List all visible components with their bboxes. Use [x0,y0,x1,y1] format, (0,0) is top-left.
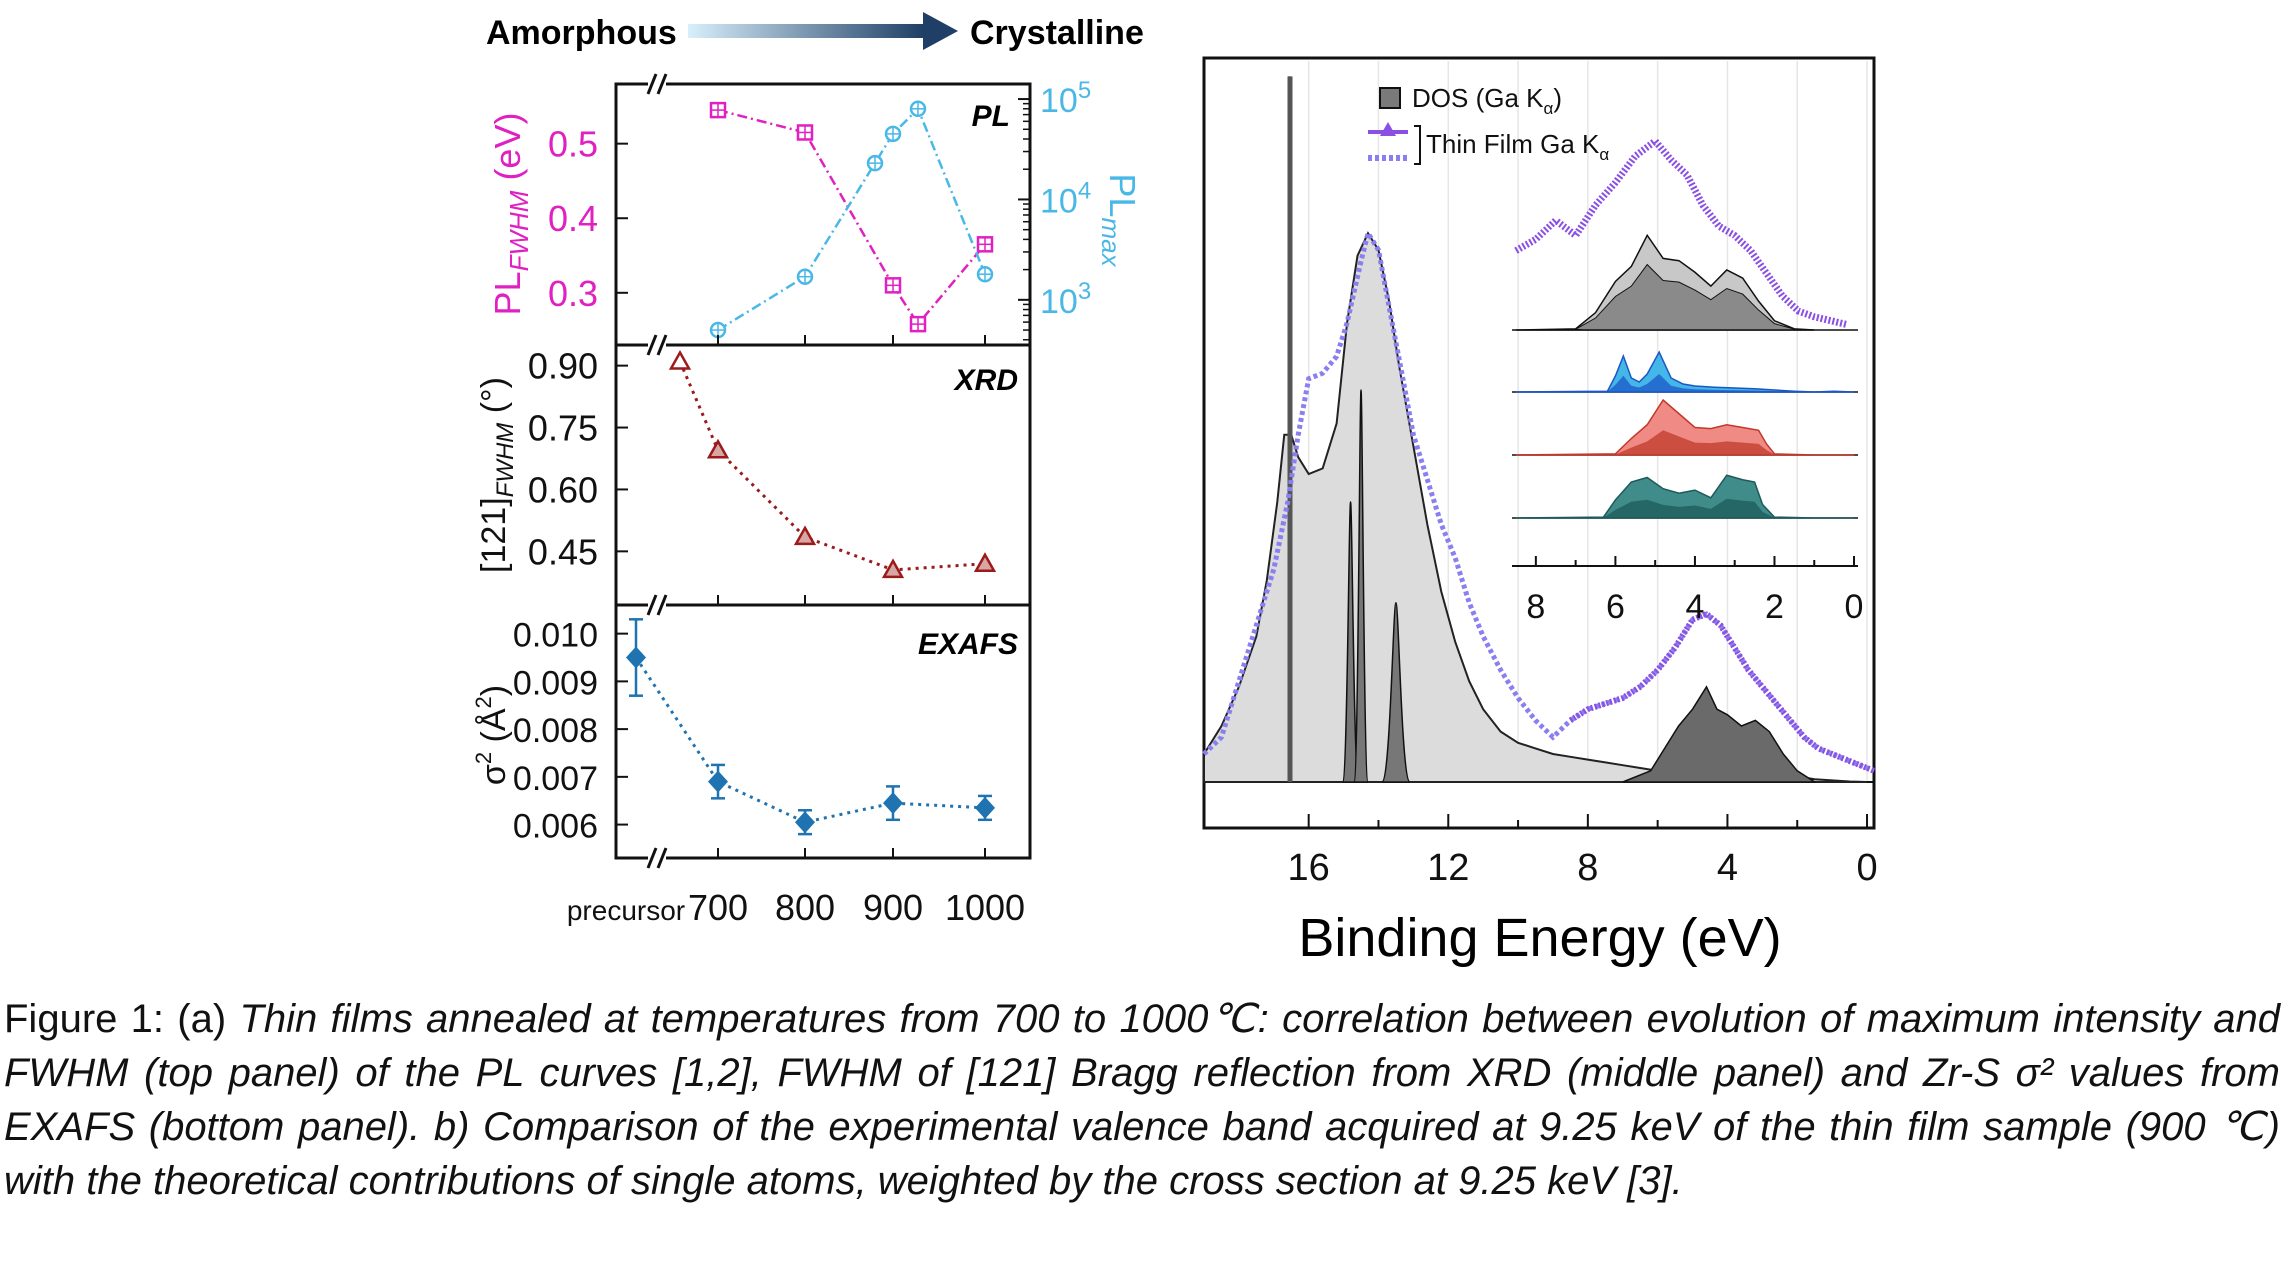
inset-x-tick-label: 6 [1606,588,1625,626]
inset-blue-area [1515,350,1855,393]
inset-teal-area [1515,474,1855,519]
xrd-tick-label: 0.90 [528,346,598,387]
x-tick-label-800: 800 [775,887,835,928]
pl-left-tick-label: 0.3 [548,273,598,314]
figure-caption: Figure 1: (a) Thin films annealed at tem… [4,992,2280,1208]
dos-core-peak [1381,602,1411,783]
dos-core-peak [1341,501,1360,783]
amorphous-label: Amorphous [486,14,677,52]
xrd-point [881,558,905,579]
xrd-tick-label: 0.75 [528,408,598,449]
x-tick-label-700: 700 [688,887,748,928]
exafs-point [975,796,995,819]
exafs-chart: 0.010 0.009 0.008 0.007 0.006 [513,617,995,846]
inset-teal-inner-area [1515,498,1855,518]
inset-dos-inner-area [1574,263,1795,331]
xrd-tick-label: 0.45 [528,531,598,572]
exafs-point [883,792,903,815]
inset-x-tick-label: 8 [1526,588,1545,626]
axis-break-marks [646,73,668,869]
thin-film-dotted-curve [1202,226,1875,774]
pl-series-line-1 [717,106,987,332]
legend-dos-label: DOS (Ga Kα) [1412,83,1562,118]
legend-film-label: Thin Film Ga Kα [1426,129,1609,164]
x-tick-label-1000: 1000 [945,887,1025,928]
pl-panel-label: PL [972,100,1010,133]
exafs-panel-label: EXAFS [918,628,1018,661]
dos-sharp-line-fill [1287,76,1293,782]
dos-core-peak [1353,389,1369,783]
binding-energy-axis-title: Binding Energy (eV) [1298,908,1781,968]
valence-x-tick-label: 4 [1717,847,1738,889]
dos-valence-area [1622,685,1818,783]
left-x-axis: precursor 700 800 900 1000 [567,335,1025,928]
inset-x-tick-label: 2 [1765,588,1784,626]
xrd-point [793,525,817,546]
valence-band-chart: 16 12 8 4 0 8 6 4 2 0 [1202,61,1878,889]
exafs-point [708,770,728,793]
inset-x-tick-label: 0 [1845,588,1864,626]
svg-text:σ2 (Å2): σ2 (Å2) [471,685,513,785]
exafs-tick-label: 0.006 [513,808,598,846]
xrd-axis-title: [121]FWHM (°) [475,377,519,573]
pl-left-tick-label: 0.4 [548,198,598,239]
valence-x-tick-label: 8 [1577,847,1598,889]
inset-red-area [1515,398,1855,456]
valence-x-tick-label: 16 [1288,847,1330,889]
thin-film-marker-curve [1568,610,1876,774]
exafs-series-line [634,656,986,824]
exafs-tick-label: 0.009 [513,664,598,702]
amorphous-crystalline-arrow-shaft [688,24,923,38]
panel-a [614,82,1032,860]
svg-text:PLFWHM (eV): PLFWHM (eV) [487,113,534,316]
caption-lead: Figure 1: (a) [4,997,240,1041]
exafs-axis-title: σ2 (Å2) [471,685,513,785]
inset-x-tick-label: 4 [1685,588,1704,626]
x-tick-label-900: 900 [863,887,923,928]
legend-film-marker [1380,122,1396,136]
xrd-point [973,552,997,572]
amorphous-crystalline-arrowhead [923,12,958,50]
xrd-series-line [678,360,986,572]
valence-band-frame [1202,56,1876,830]
xrd-point [706,438,730,459]
xrd-tick-label: 0.60 [528,469,598,510]
inset-red-inner-area [1515,430,1855,455]
x-tick-label-precursor: precursor [567,895,685,926]
pl-right-tick-label: 104 [1040,177,1091,220]
exafs-point [626,646,646,669]
xrd-chart: 0.90 0.75 0.60 0.45 [528,346,997,579]
xrd-panel-label: XRD [953,364,1018,397]
pl-fwhm-axis-title: PLFWHM (eV) [487,113,534,316]
crystalline-label: Crystalline [970,14,1144,52]
exafs-tick-label: 0.010 [513,617,598,655]
svg-text:PLmax: PLmax [1096,173,1143,267]
xrd-point [668,349,692,370]
valence-x-tick-label: 12 [1427,847,1469,889]
pl-series-line-0 [717,108,986,327]
exafs-panel-frame [614,603,1032,860]
figure: Amorphous Crystalline PL XRD EXAFS PLFWH… [471,12,1878,968]
exafs-tick-label: 0.007 [513,760,598,798]
inset-film-curve [1514,136,1847,328]
inset-blue-inner-area [1515,374,1855,392]
exafs-tick-label: 0.008 [513,712,598,750]
legend-dos-swatch [1379,87,1401,109]
pl-right-tick-label: 103 [1040,278,1091,321]
exafs-point [795,811,815,834]
valence-legend: DOS (Ga Kα) Thin Film Ga Kα [1368,83,1609,165]
valence-x-tick-label: 0 [1856,847,1877,889]
pl-max-axis-title: PLmax [1096,173,1143,267]
legend-bracket [1414,125,1421,165]
caption-body: Thin films annealed at temperatures from… [4,997,2281,1203]
pl-chart: 0.5 0.4 0.3 105 104 103 [548,77,1091,341]
pl-left-tick-label: 0.5 [548,124,598,165]
svg-text:[121]FWHM (°): [121]FWHM (°) [475,377,519,573]
pl-panel-frame [614,82,1032,347]
pl-right-tick-label: 105 [1040,77,1091,120]
